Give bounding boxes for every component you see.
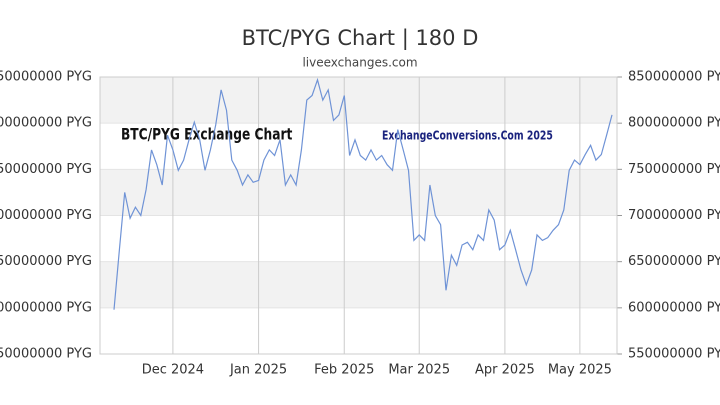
y2-tick-label: 700000000 PYG [628,208,720,223]
y-tick-label: 650000000 PYG [0,254,92,269]
y2-tick-label: 650000000 PYG [628,254,720,269]
plot-frame [99,76,618,355]
plot-band [100,261,617,308]
y-tick-label: 850000000 PYG [0,70,92,85]
y2-tick-label: 600000000 PYG [628,300,720,315]
plot-band [100,215,617,262]
price-line [113,77,613,310]
x-tick-label: Dec 2024 [142,363,204,378]
y2-tick-label: 800000000 PYG [628,116,720,131]
y2-tick-label: 850000000 PYG [628,70,720,85]
x-tick-label: Mar 2025 [388,363,450,378]
x-tick-label: Feb 2025 [314,363,374,378]
plot-band [100,307,617,354]
chart-subtitle: liveexchanges.com [302,56,417,70]
plot-band [100,77,617,124]
y-tick-label: 700000000 PYG [0,208,92,223]
watermark: BTC/PYG Exchange Chart [121,125,293,143]
y-tick-label: 550000000 PYG [0,347,92,362]
y-tick-label: 600000000 PYG [0,300,92,315]
x-tick-label: Apr 2025 [475,363,535,378]
y2-tick-label: 550000000 PYG [628,347,720,362]
x-tick-label: Jan 2025 [229,363,287,378]
chart-title: BTC/PYG Chart | 180 D [242,26,479,51]
plot-band [100,123,617,170]
y-tick-label: 800000000 PYG [0,116,92,131]
y2-tick-label: 750000000 PYG [628,162,720,177]
plot-band [100,169,617,216]
x-tick-label: May 2025 [548,363,612,378]
y-tick-label: 750000000 PYG [0,162,92,177]
watermark: ExchangeConversions.Com 2025 [382,128,553,142]
